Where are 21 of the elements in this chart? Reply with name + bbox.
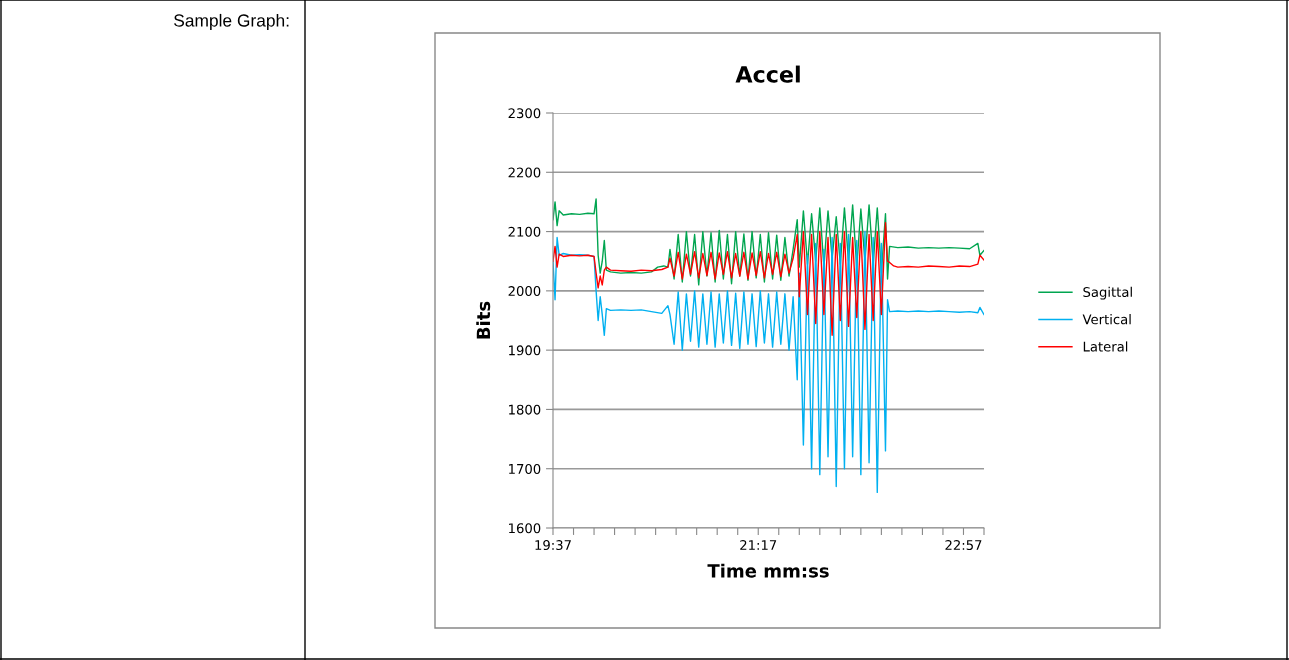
chart-title: Accel [735,65,800,83]
y-tick-label: 2300 [508,108,541,119]
legend-label: Vertical [1082,314,1131,325]
legend-label: Lateral [1083,341,1128,352]
y-tick-label: 2000 [508,286,541,297]
y-tick-label: 1800 [509,404,541,415]
y-tick-label: 2200 [508,167,541,178]
line-series [553,198,984,286]
line-series [553,230,984,494]
text: Sample Graph: [174,13,289,31]
x-tick-label: 22:57 [945,540,982,551]
x-tick-label: 21:17 [740,540,777,550]
legend-label: Sagittal [1083,286,1132,300]
y-tick-label: 1700 [509,463,541,474]
y-tick-label: 2100 [508,226,541,237]
y-tick-label: 1600 [509,523,541,534]
y-tick-label: 1900 [509,345,541,356]
y-axis-title: Bits [476,301,491,339]
x-axis-title: Time mm:ss [707,563,829,578]
line-series [553,221,984,337]
x-tick-label: 19:37 [535,540,571,551]
